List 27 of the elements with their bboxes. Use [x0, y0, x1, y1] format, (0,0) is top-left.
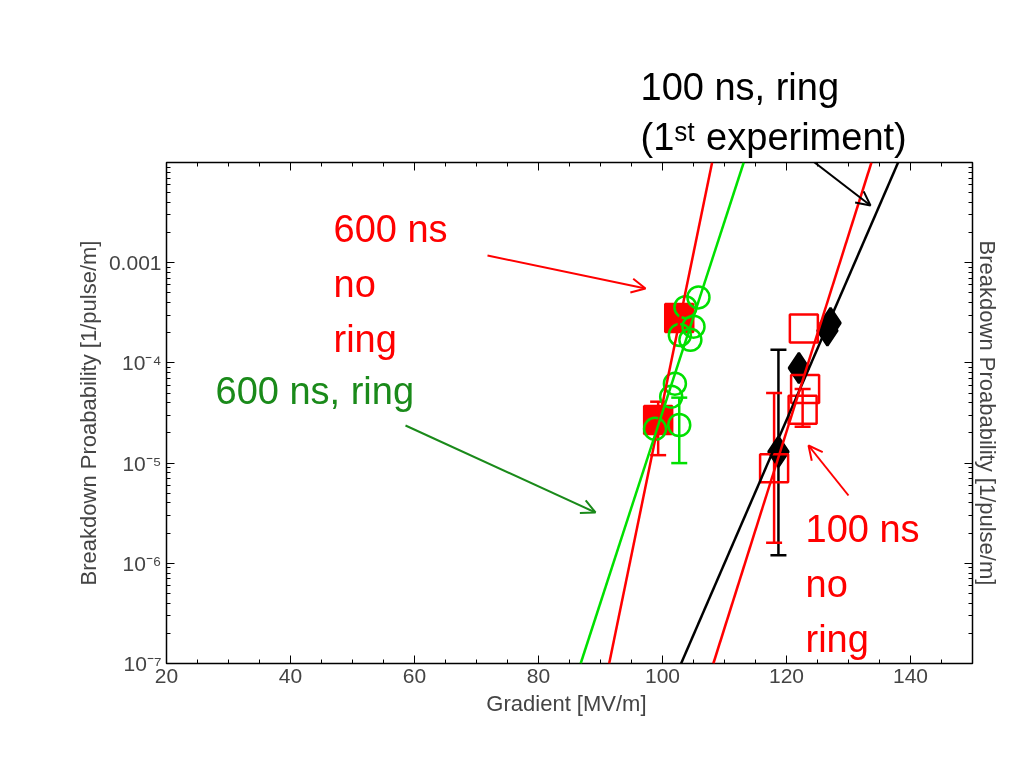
annotation: 600 ns, ring [215, 369, 415, 412]
x-tick-label: 120 [768, 663, 805, 687]
point [662, 371, 688, 396]
y-axis-title: Breakdown Proabability [1/pulse/m] [75, 240, 101, 586]
point [666, 412, 692, 438]
y-tick-label: 10⁻⁶ [122, 551, 162, 575]
x-tick-label: 60 [402, 663, 427, 687]
y-tick-label: 0.001 [108, 251, 162, 275]
text: 100 ns, ring (1ˢᵗ experiment) [640, 66, 907, 159]
x-tick-label: 100 [644, 663, 681, 687]
y2-axis-title: Breakdown Proabability [1/pulse/m] [974, 240, 1000, 586]
point [787, 394, 818, 426]
annotation: 600 ns no ring [333, 207, 448, 360]
y-tick-label: 10⁻⁵ [122, 451, 162, 475]
x-axis-title: Gradient [MV/m] [486, 690, 647, 716]
point [678, 327, 703, 353]
x-tick-label: 40 [278, 663, 303, 687]
x-tick-label: 140 [892, 663, 929, 687]
point [686, 285, 711, 310]
point [758, 452, 790, 484]
point [667, 322, 693, 348]
point [789, 373, 821, 405]
point [788, 313, 820, 344]
x-tick-label: 80 [526, 663, 551, 687]
annotation: 100 ns no ring [805, 507, 920, 660]
y-tick-label: 10⁻⁴ [122, 351, 162, 375]
point [681, 314, 706, 339]
